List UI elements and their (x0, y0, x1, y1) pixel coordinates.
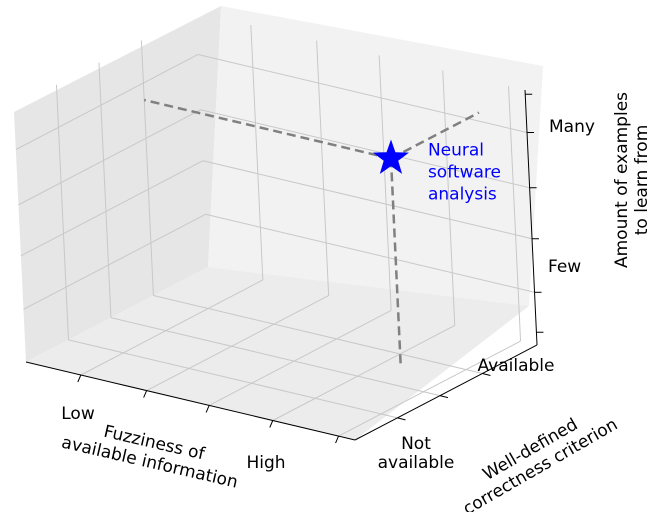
x-tick-mark (269, 420, 274, 428)
y-tick-label-line: Not (401, 434, 431, 454)
y-tick-label: Not available (378, 434, 455, 473)
projection-line (143, 98, 392, 160)
z-axis-title-line: Amount of examples (612, 92, 632, 268)
y-tick-label-line: Available (478, 356, 555, 376)
z-tick-label: Many (549, 117, 595, 137)
x-tick-label: Low (61, 404, 95, 424)
z-tick-label-line: Many (549, 117, 595, 137)
projection-line (389, 158, 403, 367)
y-tick-mark (397, 417, 406, 421)
y-tick-mark (439, 395, 449, 399)
grid-line-back-z (202, 160, 533, 240)
x-tick-mark (77, 374, 82, 383)
z-tick-label: Few (548, 257, 581, 277)
star-marker (372, 139, 409, 174)
grid-line-floor-x (338, 340, 521, 437)
y-tick-label-line: available (378, 453, 455, 473)
grid-line-back-z (200, 109, 530, 189)
projection-line (390, 111, 480, 160)
grid-line-floor-x (208, 309, 392, 406)
grid-line-floor-y (110, 317, 441, 397)
grid-line-floor-y (153, 295, 483, 374)
y-axis-title-line: correctness criterion (460, 415, 622, 512)
tick-labels: Low High Not available Available Few Many (61, 117, 595, 473)
x-tick-label-line: High (246, 453, 285, 473)
z-axis-title-line: to learn from (632, 125, 652, 236)
y-tick-label: Available (478, 356, 555, 376)
point-annotation-line: analysis (428, 184, 497, 204)
x-tick-label-line: Low (61, 404, 95, 424)
annotations: Neural software analysis (428, 140, 501, 204)
grid-lines (15, 24, 535, 437)
x-tick-mark (143, 390, 148, 398)
x-tick-mark (205, 405, 210, 413)
x-tick-label: High (246, 453, 285, 473)
grid-line-side-z (15, 54, 199, 150)
point-annotation-line: software (428, 162, 501, 182)
grid-line-side-z (23, 213, 206, 310)
z-tick-label-line: Few (548, 257, 581, 277)
y-axis-title: Well-definedcorrectness criterion (450, 397, 622, 512)
grid-line-floor-y (68, 339, 398, 419)
grid-line-back-z (205, 213, 535, 293)
z-axis-title: Amount of examplesto learn from (612, 92, 652, 268)
x-tick-mark (335, 435, 340, 444)
tick-marks (77, 93, 544, 444)
grid-line-floor-x (272, 325, 455, 421)
x-axis-title: Fuzziness ofavailable information (60, 413, 245, 493)
grid-line-side-z (18, 109, 201, 206)
y-tick-mark (482, 373, 491, 376)
grid-line-floor-x (80, 279, 264, 376)
grid-line-floor-x (146, 295, 329, 392)
data-markers (372, 139, 409, 174)
grid-line-side-z (20, 160, 204, 257)
floor-pane (26, 267, 529, 440)
projection-lines (143, 98, 480, 367)
grid-line-back-z (197, 54, 528, 133)
y-axis-line (354, 344, 538, 441)
point-annotation: Neural software analysis (428, 140, 501, 204)
point-annotation-line: Neural (428, 140, 484, 160)
